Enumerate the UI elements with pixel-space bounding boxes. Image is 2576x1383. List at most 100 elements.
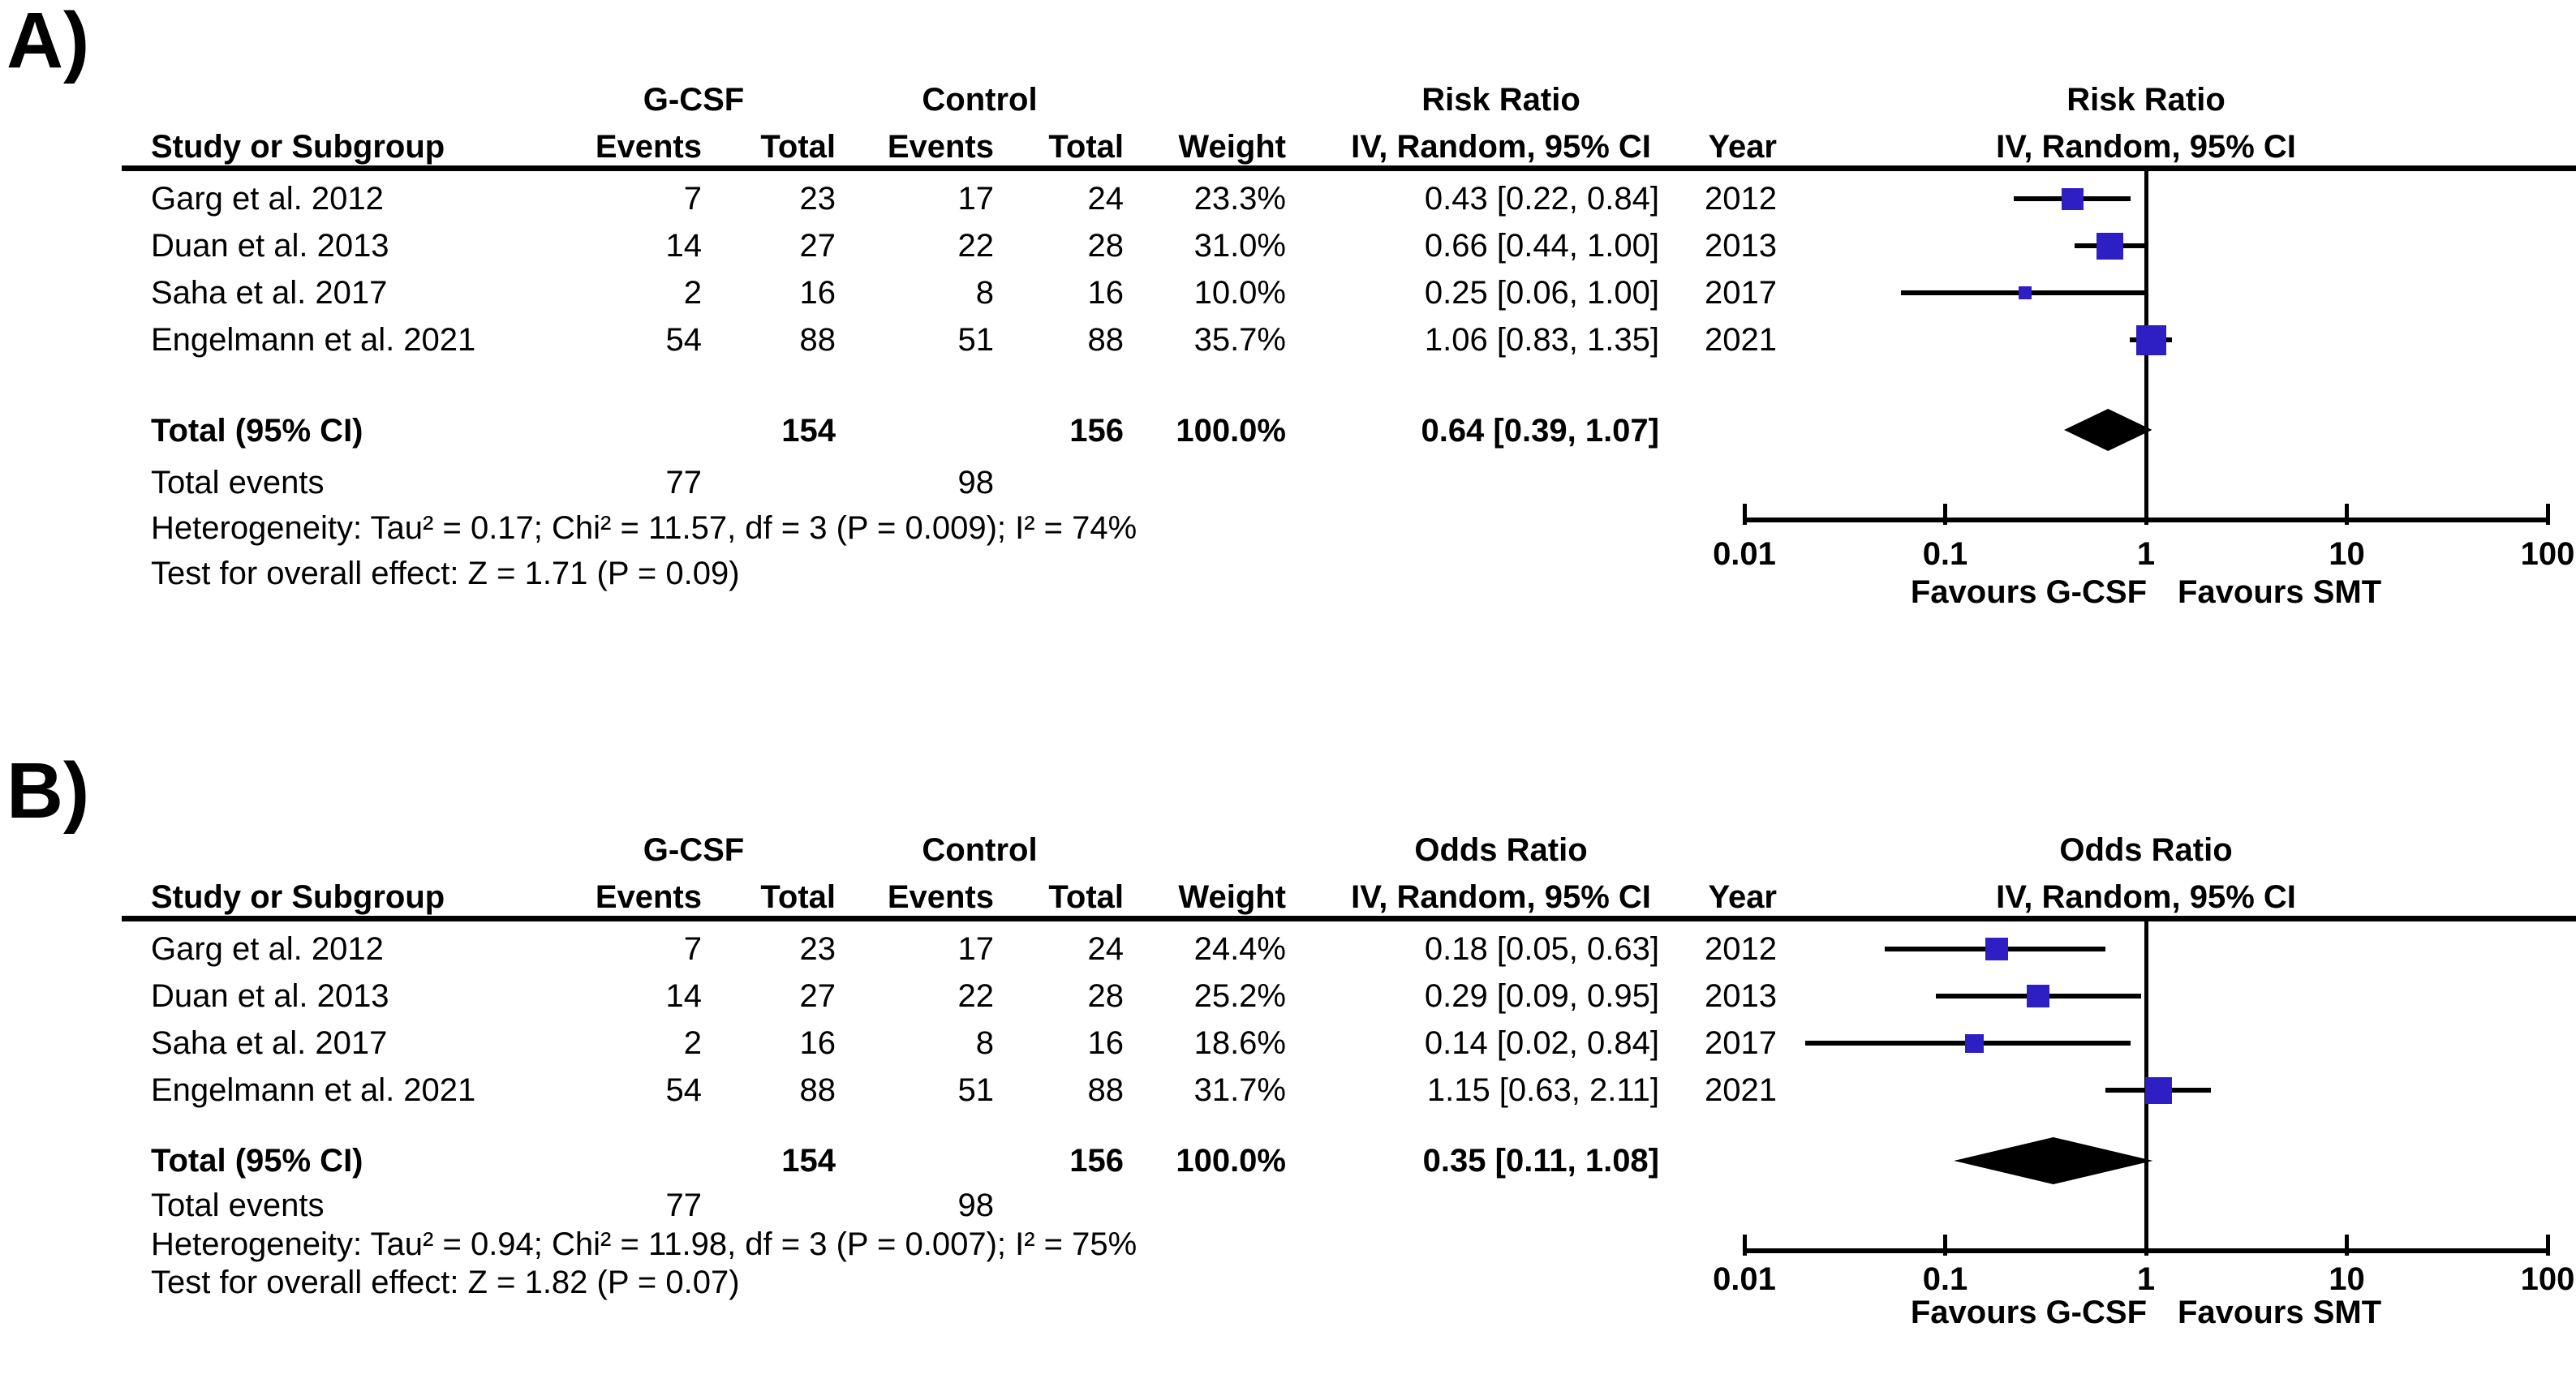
study-name: Garg et al. 2012 [151, 181, 384, 217]
g2-events: 22 [957, 228, 995, 264]
axis-tick [1943, 1235, 1947, 1256]
col-method: IV, Random, 95% CI [1351, 879, 1651, 915]
effect-measure-header: Odds Ratio [1414, 832, 1588, 868]
header-rule [122, 165, 2576, 171]
panel-a-label: A) [6, 0, 90, 84]
axis-tick [2345, 504, 2349, 525]
col-events-2: Events [887, 129, 994, 165]
g2-events: 17 [957, 931, 995, 967]
weight: 23.3% [1193, 181, 1286, 217]
effect-marker [1965, 1033, 1985, 1053]
header-rule [122, 916, 2576, 921]
group2-header: Control [922, 82, 1038, 118]
estimate-ci: 0.25 [0.06, 1.00] [1424, 275, 1659, 311]
year: 2017 [1705, 275, 1777, 311]
table-row: Garg et al. 2012 7 23 17 24 23.3% 0.43 [… [0, 180, 1793, 217]
summary-diamond [1953, 1137, 2153, 1184]
axis-tick-label: 0.01 [1713, 536, 1776, 572]
g1-events: 14 [665, 978, 703, 1014]
g1-total: 88 [799, 1072, 836, 1108]
estimate-ci: 0.43 [0.22, 0.84] [1424, 181, 1659, 217]
forest-plot-b: Odds Ratio IV, Random, 95% CI 0.01 0.1 1 10… [1713, 750, 2574, 1383]
col-year: Year [1708, 879, 1777, 915]
g2-events: 22 [957, 978, 995, 1014]
study-name: Duan et al. 2013 [151, 978, 389, 1014]
g1-events: 54 [665, 322, 703, 358]
axis-tick-label: 10 [2329, 1261, 2365, 1297]
g2-events: 8 [975, 1025, 994, 1061]
plot-canvas: 0.01 0.1 1 10 100 [1713, 0, 2574, 633]
estimate-ci: 0.18 [0.05, 0.63] [1424, 931, 1659, 967]
forest-plot-a: Risk Ratio IV, Random, 95% CI 0.01 0.1 1 10… [1713, 0, 2574, 633]
table-row: Garg et al. 2012 7 23 17 24 24.4% 0.18 [… [0, 930, 1793, 968]
g2-total: 28 [1087, 978, 1125, 1014]
table-row: Saha et al. 2017 2 16 8 16 18.6% 0.14 [0… [0, 1024, 1793, 1062]
g1-total: 23 [799, 181, 836, 217]
year: 2012 [1705, 931, 1777, 967]
axis-tick-label: 0.01 [1713, 1261, 1776, 1297]
favours-left-label: Favours G-CSF [1910, 574, 2147, 610]
year: 2012 [1705, 181, 1777, 217]
axis-tick [2144, 1235, 2148, 1256]
col-events-1: Events [595, 129, 702, 165]
year: 2017 [1705, 1025, 1777, 1061]
year: 2013 [1705, 228, 1777, 264]
summary-diamond [2063, 409, 2152, 451]
effect-marker [2135, 324, 2166, 355]
g1-total: 88 [799, 322, 836, 358]
col-weight: Weight [1178, 129, 1286, 165]
g1-total-events: 77 [665, 465, 703, 500]
g1-events: 7 [683, 931, 702, 967]
col-total-1: Total [760, 879, 836, 915]
total-row: Total (95% CI) 154 156 100.0% 0.35 [0.11… [0, 1142, 1793, 1179]
g1-events: 2 [683, 275, 702, 311]
g2-total: 88 [1087, 1072, 1125, 1108]
total-events-row: Total events 77 98 [0, 464, 1793, 501]
weight: 25.2% [1193, 978, 1286, 1014]
estimate-ci: 0.66 [0.44, 1.00] [1424, 228, 1659, 264]
total-estimate-ci: 0.64 [0.39, 1.07] [1421, 413, 1659, 449]
total-weight: 100.0% [1176, 413, 1286, 449]
total-events-label: Total events [151, 1188, 325, 1223]
col-events-2: Events [887, 879, 994, 915]
total-row: Total (95% CI) 154 156 100.0% 0.64 [0.39… [0, 412, 1793, 449]
group-header-row: G-CSF Control Risk Ratio [0, 81, 1793, 118]
plot-method-header: IV, Random, 95% CI [1996, 879, 2296, 915]
group-header-row: G-CSF Control Odds Ratio [0, 831, 1793, 869]
g1-events: 54 [665, 1072, 703, 1108]
column-header-row: Study or Subgroup Events Total Events To… [0, 128, 1793, 165]
g1-grand-total: 154 [781, 413, 836, 449]
panel-b-label: B) [6, 746, 90, 835]
col-study: Study or Subgroup [151, 879, 445, 915]
g2-total: 16 [1087, 1025, 1125, 1061]
weight: 24.4% [1193, 931, 1286, 967]
plot-method-header: IV, Random, 95% CI [1996, 129, 2296, 165]
g2-events: 8 [975, 275, 994, 311]
weight: 31.0% [1193, 228, 1286, 264]
weight: 31.7% [1193, 1072, 1286, 1108]
g2-grand-total: 156 [1069, 1143, 1124, 1179]
effect-marker [2096, 232, 2123, 260]
weight: 35.7% [1193, 322, 1286, 358]
axis-tick [2345, 1235, 2349, 1256]
plot-effect-header: Odds Ratio [2059, 832, 2233, 868]
axis-tick-label: 100 [2520, 536, 2575, 572]
plot-effect-header: Risk Ratio [2066, 82, 2226, 118]
g1-total: 16 [799, 1025, 836, 1061]
table-row: Saha et al. 2017 2 16 8 16 10.0% 0.25 [0… [0, 274, 1793, 311]
axis-tick [2144, 504, 2148, 525]
g2-total: 24 [1087, 181, 1125, 217]
year: 2021 [1705, 322, 1777, 358]
col-method: IV, Random, 95% CI [1351, 129, 1651, 165]
heterogeneity-text: Heterogeneity: Tau² = 0.94; Chi² = 11.98… [151, 1226, 1137, 1262]
heterogeneity-row: Heterogeneity: Tau² = 0.17; Chi² = 11.57… [0, 509, 1793, 547]
study-name: Engelmann et al. 2021 [151, 322, 476, 358]
table-row: Engelmann et al. 2021 54 88 51 88 35.7% … [0, 321, 1793, 359]
overall-effect-row: Test for overall effect: Z = 1.82 (P = 0… [0, 1264, 1793, 1301]
favours-right-label: Favours SMT [2178, 574, 2382, 610]
column-header-row: Study or Subgroup Events Total Events To… [0, 878, 1793, 916]
axis-tick-label: 0.1 [1922, 1261, 1968, 1297]
g2-grand-total: 156 [1069, 413, 1124, 449]
effect-marker [1985, 938, 2008, 960]
group1-header: G-CSF [643, 82, 745, 118]
